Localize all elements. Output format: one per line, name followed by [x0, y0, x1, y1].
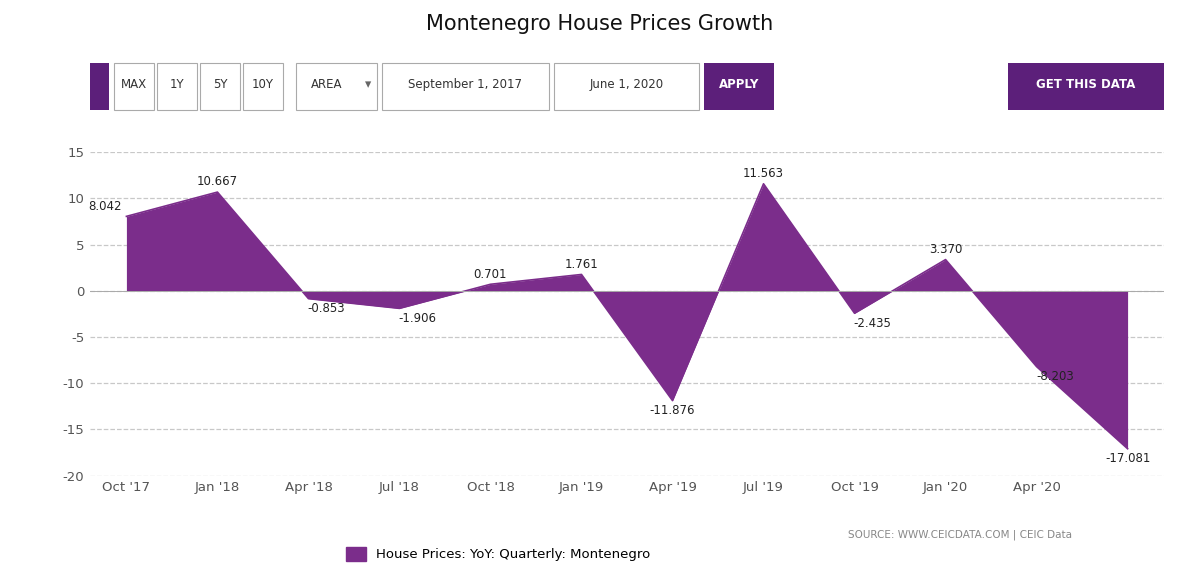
- Text: 5Y: 5Y: [212, 78, 227, 91]
- Bar: [382, 63, 548, 110]
- Text: 10.667: 10.667: [197, 176, 238, 189]
- Text: Montenegro House Prices Growth: Montenegro House Prices Growth: [426, 14, 774, 34]
- Text: 1.761: 1.761: [565, 258, 599, 271]
- Text: MAX: MAX: [121, 78, 148, 91]
- Text: 3.370: 3.370: [929, 243, 962, 256]
- Text: -11.876: -11.876: [649, 404, 695, 417]
- Text: 11.563: 11.563: [743, 167, 784, 180]
- Bar: [554, 63, 698, 110]
- Text: APPLY: APPLY: [719, 78, 760, 91]
- Bar: [1008, 63, 1164, 110]
- Text: -0.853: -0.853: [308, 302, 346, 315]
- Text: 10Y: 10Y: [252, 78, 274, 91]
- Text: June 1, 2020: June 1, 2020: [589, 78, 664, 91]
- Bar: [704, 63, 774, 110]
- Bar: [199, 63, 240, 110]
- Bar: [156, 63, 197, 110]
- Text: GET THIS DATA: GET THIS DATA: [1037, 78, 1136, 91]
- Text: 8.042: 8.042: [89, 200, 122, 213]
- Text: ▾: ▾: [365, 78, 371, 91]
- Text: -17.081: -17.081: [1105, 453, 1151, 466]
- Bar: [242, 63, 283, 110]
- Text: -2.435: -2.435: [854, 317, 892, 330]
- Text: AREA: AREA: [311, 78, 342, 91]
- Bar: [296, 63, 377, 110]
- Text: -1.906: -1.906: [398, 312, 437, 325]
- Text: 1Y: 1Y: [169, 78, 185, 91]
- Text: SOURCE: WWW.CEICDATA.COM | CEIC Data: SOURCE: WWW.CEICDATA.COM | CEIC Data: [848, 530, 1072, 540]
- Text: September 1, 2017: September 1, 2017: [408, 78, 522, 91]
- Bar: [90, 63, 109, 110]
- Bar: [114, 63, 155, 110]
- Legend: House Prices: YoY: Quarterly: Montenegro: House Prices: YoY: Quarterly: Montenegro: [346, 547, 650, 561]
- Text: -8.203: -8.203: [1036, 370, 1074, 383]
- Text: 0.701: 0.701: [474, 267, 508, 280]
